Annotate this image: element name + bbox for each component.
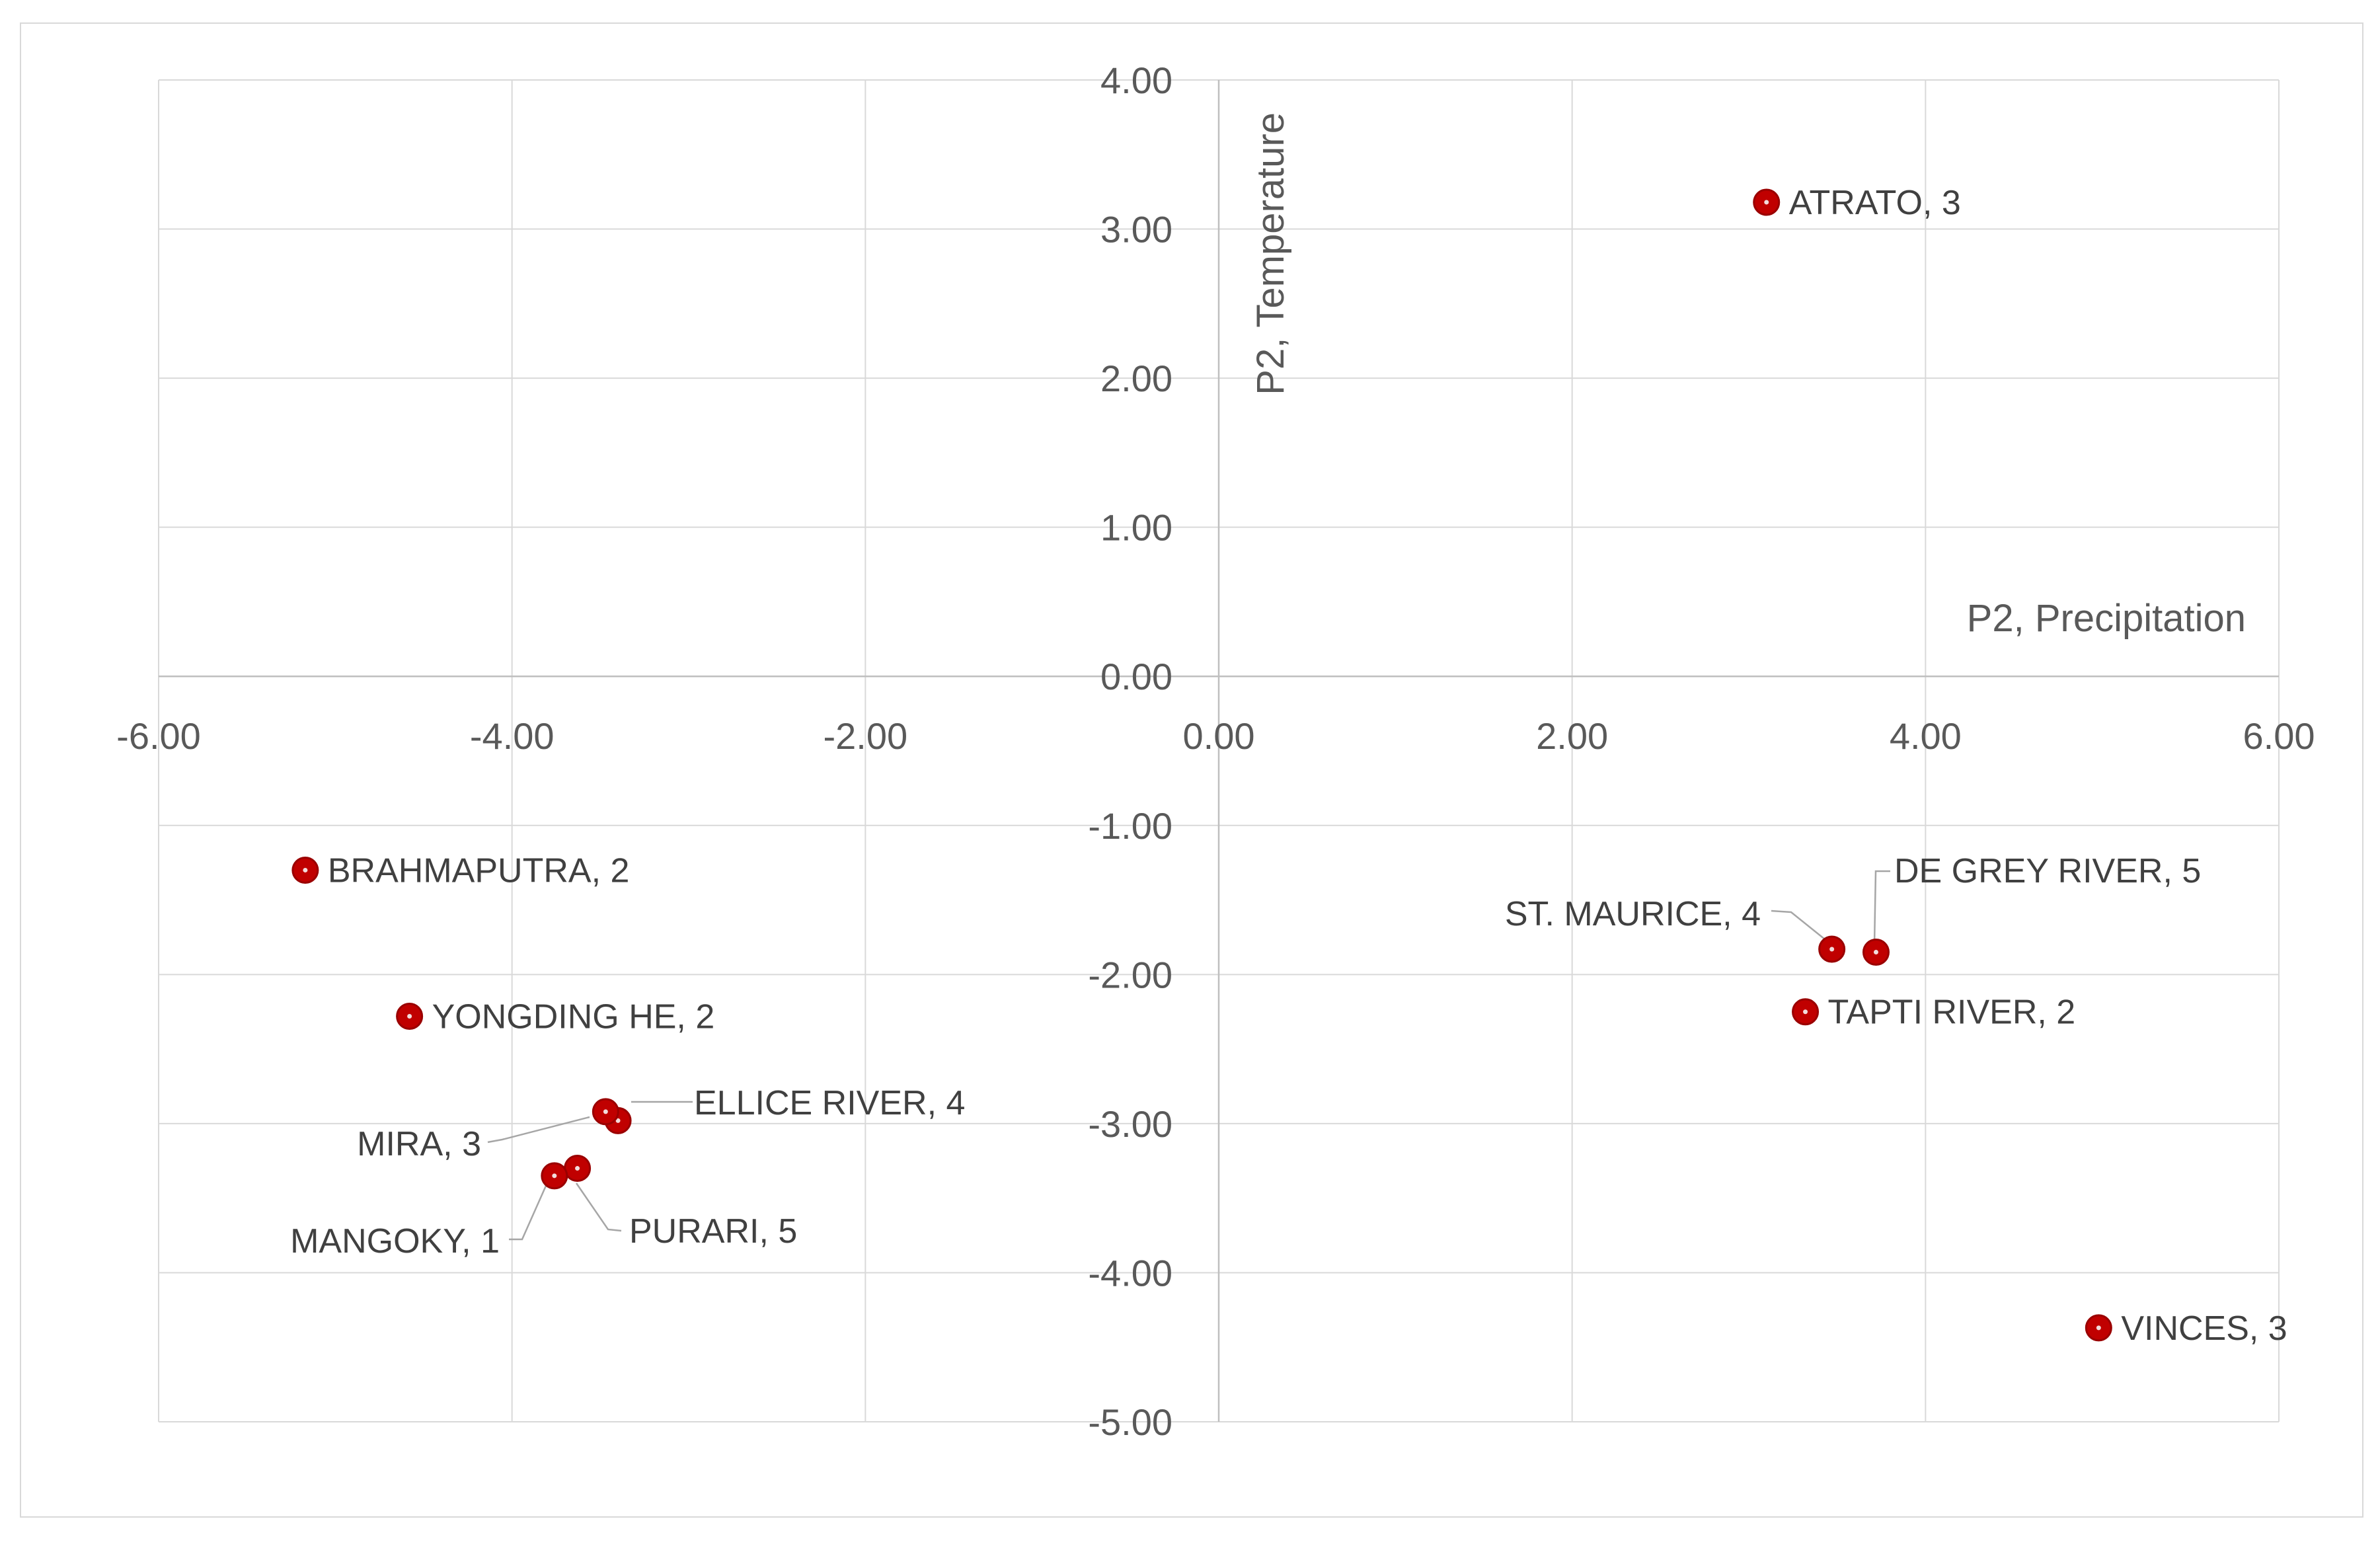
data-point-center <box>575 1166 580 1171</box>
x-tick-label: 0.00 <box>1183 715 1255 757</box>
data-point-center <box>407 1013 412 1019</box>
data-point <box>396 1002 424 1030</box>
data-point-center <box>603 1109 608 1114</box>
data-point-label: VINCES, 3 <box>2121 1309 2287 1348</box>
data-points <box>291 188 2112 1342</box>
data-point-center <box>1829 947 1835 952</box>
data-point-center <box>615 1118 621 1123</box>
data-point-center <box>2096 1325 2101 1331</box>
data-point-center <box>1764 200 1769 205</box>
y-tick-label: -2.00 <box>1088 954 1172 995</box>
y-tick-label: -4.00 <box>1088 1252 1172 1294</box>
axes <box>159 80 2279 1422</box>
point-labels: ATRATO, 3 BRAHMAPUTRA, 2 YONGDING HE, 2 ELL… <box>290 184 2287 1348</box>
data-point-label: MIRA, 3 <box>357 1125 481 1163</box>
data-point <box>1753 188 1781 216</box>
label-leader-line <box>509 1179 550 1241</box>
x-tick-label: -4.00 <box>470 715 555 757</box>
data-point <box>564 1155 592 1183</box>
data-point <box>2085 1314 2112 1342</box>
data-point-center <box>303 867 308 873</box>
data-point-label: ST. MAURICE, 4 <box>1505 895 1761 933</box>
x-tick-label: 2.00 <box>1536 715 1608 757</box>
data-point <box>1862 939 1890 966</box>
data-point-label: ELLICE RIVER, 4 <box>694 1084 965 1122</box>
chart-frame <box>20 22 2363 1518</box>
label-leader-line <box>575 1183 622 1232</box>
data-point-label: MANGOKY, 1 <box>290 1222 500 1261</box>
data-point-label: PURARI, 5 <box>629 1212 797 1251</box>
data-point-label: BRAHMAPUTRA, 2 <box>328 851 630 890</box>
y-tick-label: 2.00 <box>1100 358 1172 399</box>
y-tick-label: 4.00 <box>1100 59 1172 101</box>
data-point-label: YONGDING HE, 2 <box>432 997 715 1036</box>
label-leader-line <box>487 1116 590 1144</box>
data-point-center <box>1803 1009 1808 1015</box>
data-point-label: TAPTI RIVER, 2 <box>1828 993 2076 1032</box>
x-tick-label: 6.00 <box>2243 715 2315 757</box>
data-point-center <box>552 1173 557 1179</box>
data-point <box>1792 998 1820 1026</box>
y-tick-label: -1.00 <box>1088 805 1172 847</box>
data-point <box>541 1162 568 1190</box>
data-point-label: DE GREY RIVER, 5 <box>1894 852 2201 890</box>
x-tick-label: 4.00 <box>1890 715 1962 757</box>
y-tick-label: -5.00 <box>1088 1401 1172 1443</box>
data-point-label: ATRATO, 3 <box>1789 184 1961 222</box>
data-point <box>291 856 319 884</box>
data-point <box>592 1098 619 1126</box>
y-tick-label: 1.00 <box>1100 507 1172 549</box>
x-axis-title: P2, Precipitation <box>1967 597 2246 640</box>
leader-lines <box>487 870 1890 1241</box>
data-point-center <box>1873 950 1878 954</box>
x-tick-label: -6.00 <box>116 715 201 757</box>
label-leader-line <box>1873 870 1890 946</box>
label-leader-line <box>1771 910 1829 943</box>
y-tick-label: 0.00 <box>1100 656 1172 697</box>
x-tick-label: -2.00 <box>824 715 908 757</box>
y-tick-label: 3.00 <box>1100 209 1172 251</box>
tick-labels: -6.00 -4.00 -2.00 0.00 2.00 4.00 6.00 4.00 3.00 2… <box>116 59 2315 1443</box>
data-point <box>1818 935 1846 963</box>
y-tick-label: -3.00 <box>1088 1103 1172 1145</box>
y-axis-title: P2, Temperature <box>1249 112 1292 395</box>
